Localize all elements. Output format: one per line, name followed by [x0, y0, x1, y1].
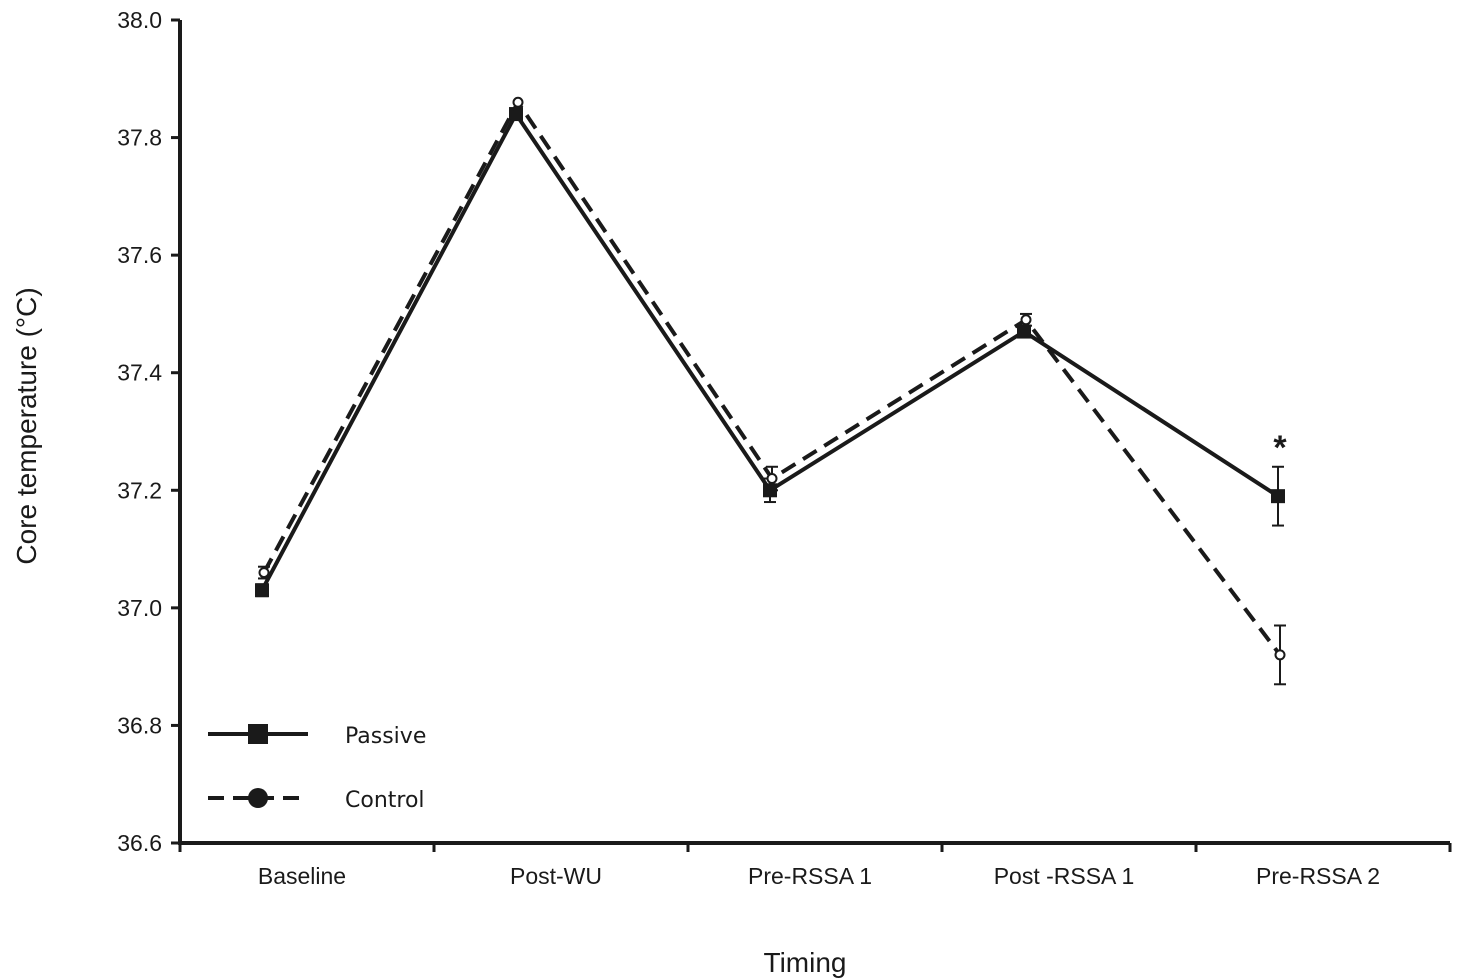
data-point-control [512, 96, 524, 108]
data-point-passive [1017, 324, 1031, 339]
y-tick-label: 37.2 [117, 477, 162, 503]
series-passive [255, 107, 1285, 598]
data-point-control [258, 567, 270, 579]
x-axis-title: Timing [764, 947, 847, 978]
legend-item-passive: Passive [208, 724, 426, 749]
y-tick-label: 37.8 [117, 125, 162, 151]
x-tick-label: Post-WU [510, 863, 602, 889]
x-ticks: Baseline Post-WU Pre-RSSA 1 Post -RSSA 1 Pre… [178, 843, 1452, 889]
legend-label-passive: Passive [345, 724, 426, 749]
data-point-passive [509, 107, 523, 122]
y-tick-label: 38.0 [117, 7, 162, 33]
y-tick-label: 37.4 [117, 360, 162, 386]
y-tick-label: 37.0 [117, 595, 162, 621]
x-tick-label: Baseline [258, 863, 346, 889]
legend: Passive Control [208, 724, 426, 813]
y-tick-label: 37.6 [117, 242, 162, 268]
y-ticks: 36.6 36.8 37.0 37.2 37.4 37.6 37.8 38.0 [117, 7, 180, 856]
axes [178, 20, 1450, 845]
significance-marker: * [1273, 429, 1287, 467]
x-tick-label: Pre-RSSA 1 [748, 863, 872, 889]
legend-marker-passive [248, 724, 268, 744]
data-point-control [1020, 314, 1032, 326]
y-tick-label: 36.6 [117, 830, 162, 856]
x-tick-label: Pre-RSSA 2 [1256, 863, 1380, 889]
legend-marker-control [248, 788, 268, 808]
series-layer [255, 96, 1286, 686]
legend-label-control: Control [345, 788, 425, 813]
series-line-control [262, 100, 1282, 657]
series-control [258, 96, 1286, 686]
series-line-passive [260, 112, 1280, 592]
data-point-passive [1271, 489, 1285, 504]
data-point-control [1274, 649, 1286, 661]
data-point-control [766, 473, 778, 485]
x-tick-label: Post -RSSA 1 [994, 863, 1135, 889]
y-axis-title: Core temperature (°C) [11, 287, 42, 564]
data-point-passive [255, 583, 269, 598]
annotation-layer: * [1273, 429, 1287, 467]
y-tick-label: 36.8 [117, 712, 162, 738]
legend-item-control: Control [208, 788, 425, 813]
